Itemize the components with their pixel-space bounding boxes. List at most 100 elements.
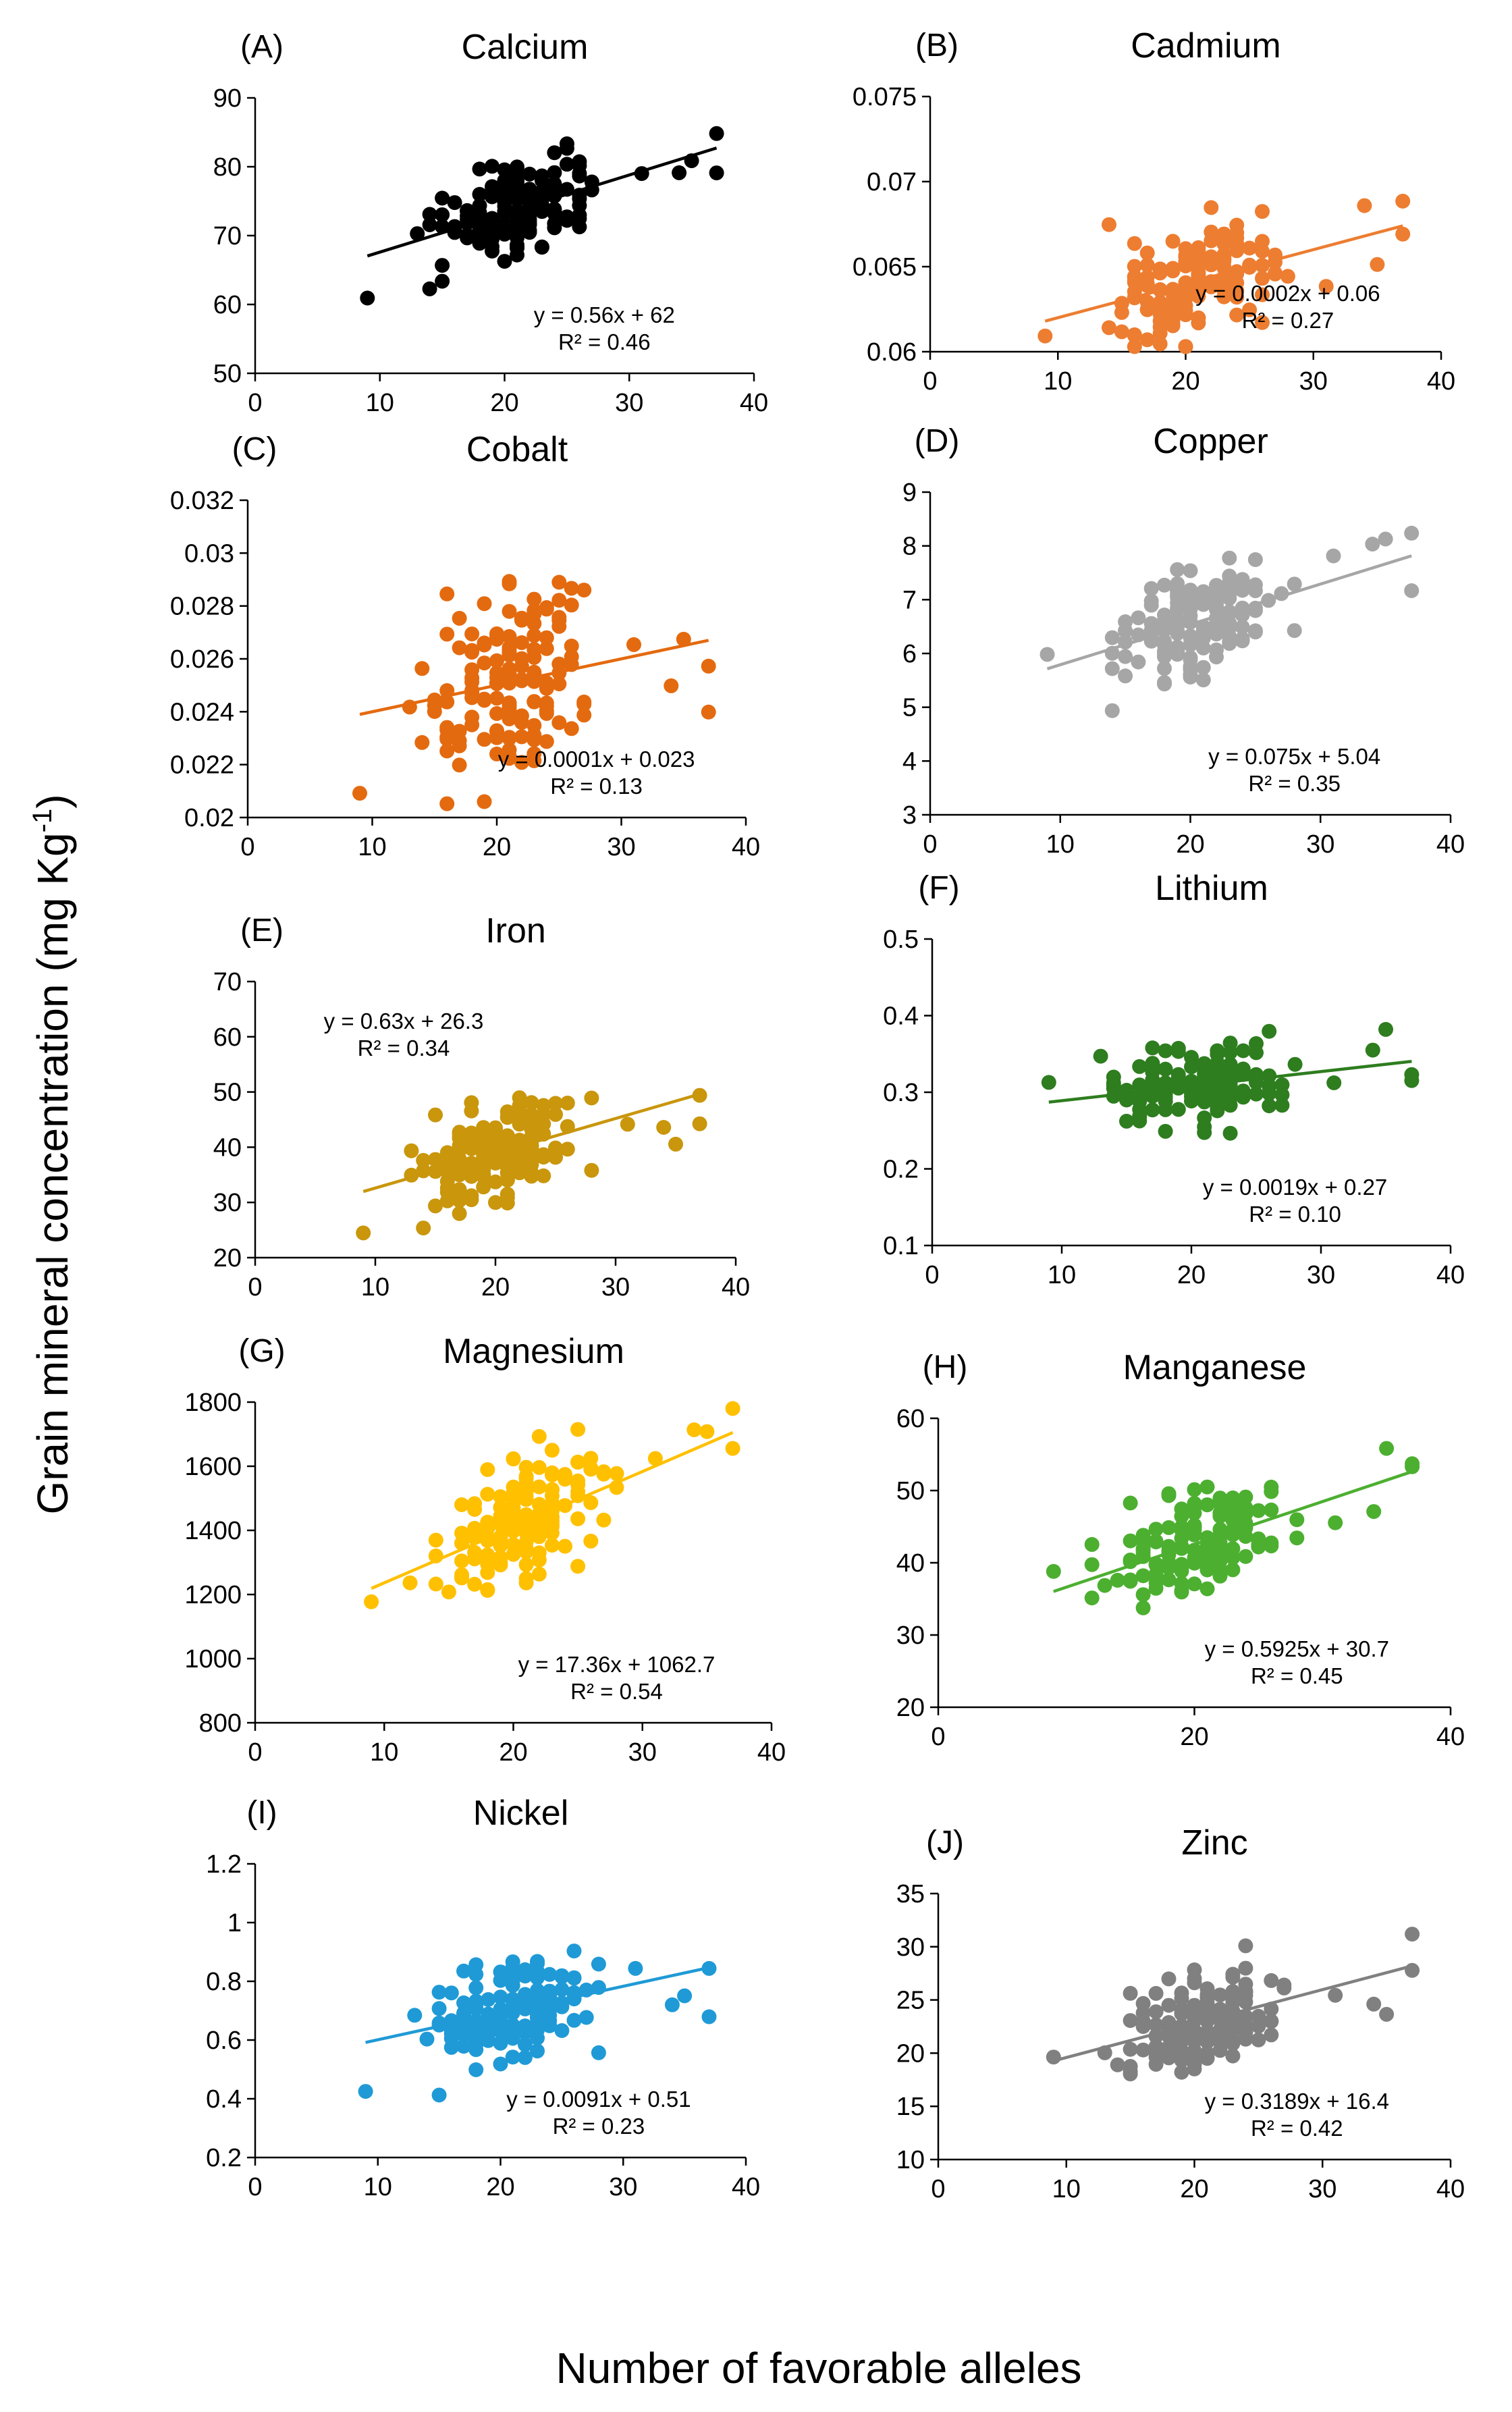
data-point [534,168,549,184]
x-tick-label: 0 [248,1738,262,1767]
data-point [1158,1075,1173,1090]
data-point [428,1576,443,1592]
data-point [1255,287,1270,302]
data-point [1229,283,1245,298]
data-point [402,1575,418,1590]
data-point [1222,550,1237,566]
x-tick-label: 40 [1427,367,1455,396]
data-point [1093,1048,1108,1064]
y-tick-label: 0.06 [867,338,917,367]
data-point [1365,1042,1380,1058]
trend-line [367,146,718,258]
data-point [531,1566,547,1582]
data-point [1174,2002,1189,2018]
data-point [1148,2017,1164,2033]
data-point [1158,1061,1173,1077]
data-point [360,290,375,306]
data-point [1174,2064,1189,2080]
data-point [1204,224,1219,240]
x-tick-label: 30 [609,2173,637,2201]
x-tick-label: 20 [1176,830,1204,859]
data-point [1199,1581,1215,1597]
data-point [464,1095,479,1110]
data-point [1222,1125,1238,1141]
x-tick-label: 10 [358,833,386,861]
data-point [1395,194,1411,209]
regression-equation: y = 0.63x + 26.3 [324,1009,484,1034]
data-point [1268,265,1282,281]
data-point [1328,1987,1343,2003]
data-point [1326,548,1341,564]
data-point [472,186,487,202]
data-point [1216,283,1232,298]
data-point [1191,253,1206,269]
data-point [620,1117,635,1132]
data-point [560,1096,575,1110]
data-point [1170,1102,1186,1117]
panel-c: 0.02 0.022 0.024 0.026 0.028 0.03 0.032 0 10 20 30… [170,430,760,861]
y-tick-label: 70 [213,968,242,996]
panel-title: Copper [1153,422,1268,461]
data-point [1139,257,1155,273]
x-tick-label: 10 [1044,367,1072,396]
data-point [1127,259,1142,274]
data-point [514,708,529,724]
data-point [476,1167,491,1182]
data-point [1212,1987,1228,2003]
data-point [1289,1530,1305,1546]
data-point [514,651,529,666]
regression-equation: y = 0.0001x + 0.023 [498,747,695,772]
data-point [609,1466,624,1481]
data-point [468,2033,484,2048]
data-point [1366,1996,1382,2012]
data-point [452,1142,467,1158]
data-point [439,1181,455,1196]
data-point [419,2031,435,2047]
data-point [472,236,487,251]
y-tick-label: 4 [902,747,917,776]
data-point [578,2010,594,2025]
data-point [1114,324,1129,340]
r-squared: R² = 0.27 [1242,308,1334,333]
data-point [506,1537,521,1552]
x-tick-label: 20 [483,833,511,861]
data-point [572,154,587,169]
data-point [472,161,487,177]
data-point [558,1472,572,1487]
data-point [1148,1522,1164,1537]
data-point [485,244,500,259]
data-point [468,2019,484,2035]
data-point [1242,240,1258,256]
data-point [506,1451,521,1467]
regression-equation: y = 0.0002x + 0.06 [1195,281,1380,306]
data-point [1187,1496,1202,1511]
x-tick-label: 40 [722,1273,750,1302]
data-point [514,635,529,650]
data-point [1264,2014,1279,2029]
data-point [526,727,542,743]
y-tick-label: 60 [896,1405,925,1433]
data-point [677,1988,693,2004]
data-point [1280,269,1295,284]
data-point [476,1179,491,1195]
regression-equation: y = 0.56x + 62 [534,302,675,327]
data-point [626,637,641,652]
data-point [518,1534,534,1550]
data-point [1104,630,1120,645]
shared-y-axis-label-close: ) [28,794,77,808]
data-point [522,166,537,182]
data-point [544,1518,560,1532]
data-point [467,1502,483,1517]
data-point [1187,1554,1202,1570]
y-tick-label: 30 [896,1622,925,1650]
x-tick-label: 30 [628,1738,657,1767]
data-point [672,165,687,180]
data-point [1135,1542,1151,1557]
data-point [1187,1971,1202,1986]
data-point [1238,2029,1253,2045]
data-point [1040,647,1055,662]
data-point [422,281,437,296]
data-point [439,626,455,642]
data-point [1212,2043,1228,2058]
r-squared: R² = 0.13 [550,774,643,799]
